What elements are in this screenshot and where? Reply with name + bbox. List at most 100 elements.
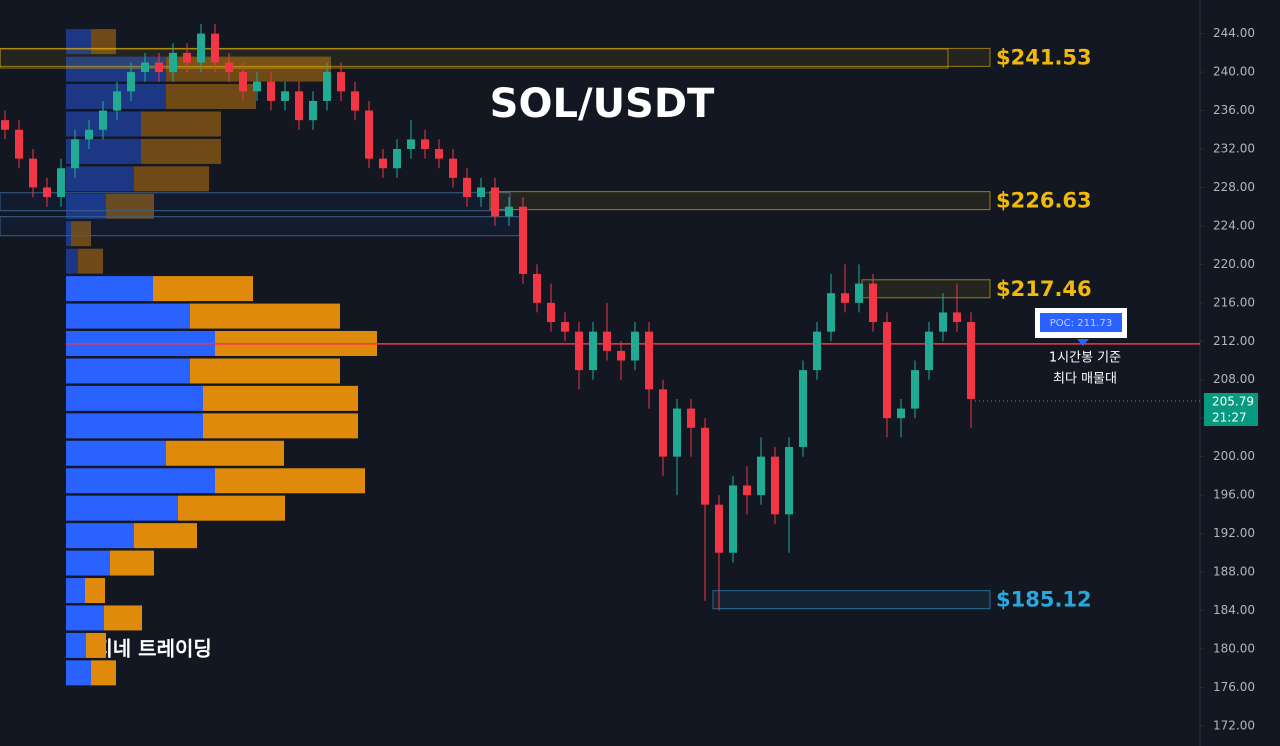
candle-body: [43, 187, 51, 198]
profile-buy: [66, 385, 203, 411]
candle-body: [449, 158, 457, 178]
profile-sell: [190, 303, 340, 329]
candle-body: [211, 33, 219, 63]
candle-body: [701, 427, 709, 505]
profile-sell: [166, 440, 284, 466]
y-tick-label: 244.00: [1213, 26, 1255, 40]
candle-body: [785, 447, 793, 515]
candle-body: [169, 52, 177, 73]
profile-buy: [66, 660, 91, 686]
candle-body: [421, 139, 429, 150]
candle-body: [547, 302, 555, 323]
candle-body: [295, 91, 303, 121]
profile-sell: [215, 468, 365, 494]
y-tick-label: 216.00: [1213, 295, 1255, 309]
candle-body: [841, 293, 849, 303]
y-tick-label: 172.00: [1213, 718, 1255, 732]
profile-sell: [91, 29, 116, 55]
candle-body: [673, 408, 681, 457]
candle-body: [771, 456, 779, 515]
candle-body: [729, 485, 737, 553]
candle-body: [757, 456, 765, 496]
profile-buy: [66, 248, 78, 274]
profile-sell: [141, 111, 221, 137]
profile-buy: [66, 495, 178, 521]
candle-body: [575, 331, 583, 371]
profile-buy: [66, 221, 71, 247]
profile-sell: [86, 632, 106, 658]
candle-body: [239, 72, 247, 92]
profile-sell: [134, 523, 197, 549]
profile-buy: [66, 56, 166, 82]
candle-body: [15, 129, 23, 159]
candle-body: [799, 370, 807, 448]
profile-sell: [190, 358, 340, 384]
candle-body: [57, 168, 65, 198]
profile-buy: [66, 193, 106, 219]
candle-body: [393, 149, 401, 169]
candle-body: [687, 408, 695, 428]
candle-body: [603, 331, 611, 351]
candle-body: [715, 504, 723, 553]
profile-buy: [66, 605, 104, 631]
level-label: $241.53: [996, 45, 1092, 69]
profile-sell: [110, 550, 154, 576]
candle-body: [113, 91, 121, 111]
candle-body: [29, 158, 37, 188]
y-tick-label: 220.00: [1213, 257, 1255, 271]
y-tick-label: 200.00: [1213, 449, 1255, 463]
y-tick-label: 224.00: [1213, 218, 1255, 232]
candle-body: [309, 100, 317, 121]
candle-body: [127, 72, 135, 92]
candle-body: [85, 129, 93, 140]
y-tick-label: 176.00: [1213, 680, 1255, 694]
last-price-tag: [1204, 392, 1258, 426]
level-box: [489, 191, 991, 211]
profile-buy: [66, 276, 153, 302]
profile-buy: [66, 632, 86, 658]
level-label: $226.63: [996, 189, 1092, 213]
candle-body: [141, 62, 149, 73]
profile-sell: [85, 578, 105, 604]
y-tick-label: 196.00: [1213, 488, 1255, 502]
candle-body: [505, 206, 513, 217]
profile-sell: [203, 385, 358, 411]
candle-body: [827, 293, 835, 332]
profile-buy: [66, 29, 91, 55]
profile-buy: [66, 358, 190, 384]
profile-buy: [66, 413, 203, 439]
level-label: $185.12: [996, 588, 1092, 612]
candle-body: [225, 62, 233, 73]
profile-buy: [66, 440, 166, 466]
profile-sell: [178, 495, 285, 521]
poc-note: 최다 매물대: [1053, 372, 1117, 387]
level-label: $217.46: [996, 277, 1092, 301]
candle-body: [435, 149, 443, 159]
profile-buy: [66, 303, 190, 329]
candle-body: [463, 177, 471, 198]
poc-tag: [1040, 313, 1122, 332]
candle-body: [99, 110, 107, 130]
candle-body: [925, 331, 933, 371]
candle-body: [967, 322, 975, 399]
candle-body: [897, 408, 905, 419]
candle-body: [939, 312, 947, 332]
candle-body: [883, 322, 891, 419]
candle-body: [911, 370, 919, 409]
zone: [0, 192, 511, 212]
profile-sell: [141, 138, 221, 164]
y-tick-label: 212.00: [1213, 334, 1255, 348]
candle-body: [365, 110, 373, 159]
candle-body: [631, 331, 639, 361]
chart-title: SOL/USDT: [490, 81, 715, 127]
candle-body: [267, 81, 275, 101]
y-tick-label: 228.00: [1213, 180, 1255, 194]
profile-buy: [66, 550, 110, 576]
profile-sell: [104, 605, 142, 631]
candle-body: [337, 72, 345, 92]
candle-body: [71, 139, 79, 169]
profile-buy: [66, 523, 134, 549]
y-tick-label: 188.00: [1213, 564, 1255, 578]
y-tick-label: 192.00: [1213, 526, 1255, 540]
